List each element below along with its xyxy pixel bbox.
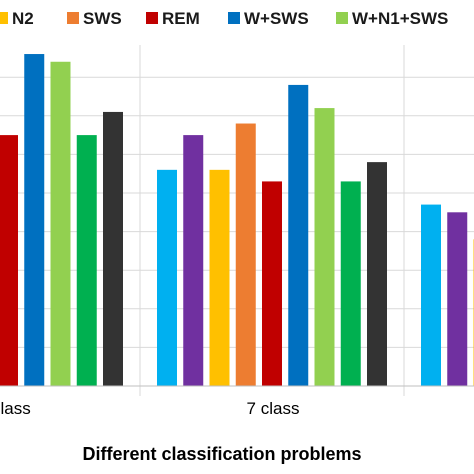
legend-label: W+SWS xyxy=(244,9,309,28)
x-tick-labels: class 7 class xyxy=(0,399,299,418)
legend-swatch xyxy=(228,12,240,24)
bar xyxy=(288,84,309,387)
bar xyxy=(209,169,230,386)
bar xyxy=(0,135,18,386)
legend-swatch xyxy=(0,12,8,24)
legend: N2 SWS REM W+SWS W+N1+SWS xyxy=(0,0,474,40)
legend-swatch xyxy=(146,12,158,24)
x-tick-label: class xyxy=(0,399,31,418)
bar xyxy=(183,135,204,386)
bar xyxy=(314,108,335,386)
bar xyxy=(50,61,71,386)
bar xyxy=(76,135,97,386)
bar xyxy=(340,181,361,386)
bar xyxy=(157,169,177,386)
bar xyxy=(367,162,387,386)
bar xyxy=(24,54,45,386)
legend-swatch xyxy=(67,12,79,24)
x-axis-label: Different classification problems xyxy=(82,444,361,464)
bar xyxy=(447,212,468,386)
legend-label: SWS xyxy=(83,9,122,28)
bar xyxy=(421,204,441,386)
bar xyxy=(262,181,282,386)
bars xyxy=(0,54,474,387)
legend-label: REM xyxy=(162,9,200,28)
bar xyxy=(103,111,123,386)
x-tick-label: 7 class xyxy=(247,399,300,418)
legend-swatch xyxy=(336,12,348,24)
bar xyxy=(235,123,256,387)
legend-label: W+N1+SWS xyxy=(352,9,448,28)
legend-label: N2 xyxy=(12,9,34,28)
